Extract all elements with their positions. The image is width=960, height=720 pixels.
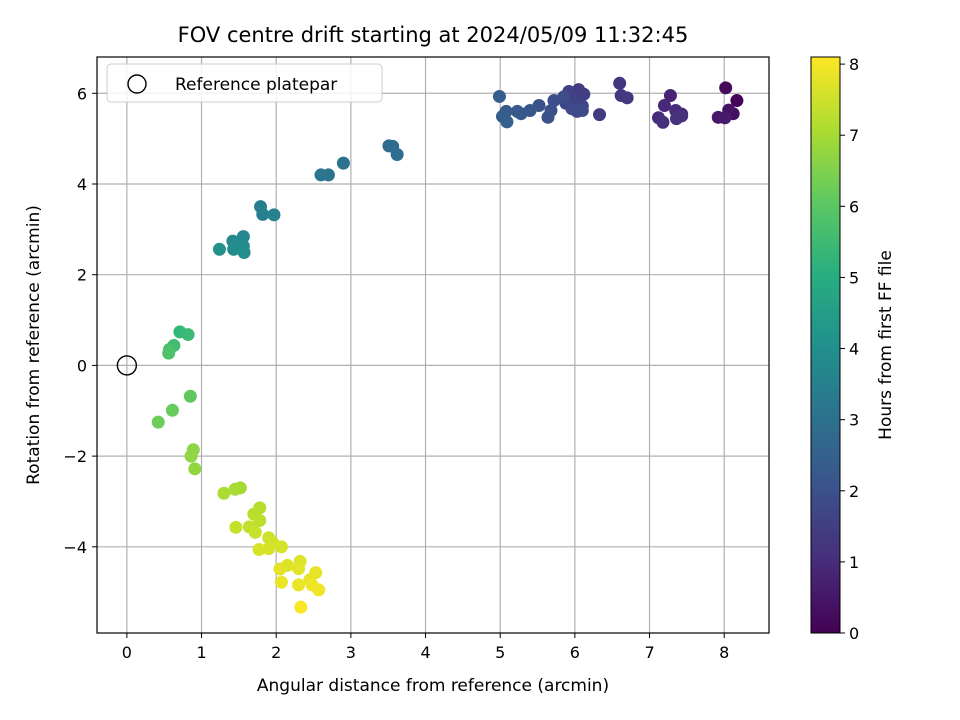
data-point bbox=[212, 242, 226, 256]
reference-marker bbox=[116, 355, 138, 376]
data-point bbox=[575, 104, 589, 118]
data-point bbox=[294, 600, 308, 614]
data-point bbox=[165, 403, 179, 417]
data-point bbox=[181, 328, 195, 342]
y-axis-ticks: −4 −2 0 2 4 6 bbox=[63, 84, 97, 557]
y-tick-label: −2 bbox=[63, 447, 87, 466]
data-point bbox=[663, 89, 677, 103]
colorbar-label: Hours from first FF file bbox=[876, 250, 896, 440]
x-tick-label: 6 bbox=[570, 643, 580, 662]
y-tick-label: 6 bbox=[77, 84, 87, 103]
data-point bbox=[577, 87, 591, 101]
data-point bbox=[253, 514, 267, 528]
data-point bbox=[183, 389, 197, 403]
data-point bbox=[273, 562, 287, 576]
x-tick-label: 5 bbox=[495, 643, 505, 662]
data-point bbox=[312, 583, 326, 597]
data-point bbox=[492, 89, 506, 103]
x-tick-label: 8 bbox=[719, 643, 729, 662]
data-point bbox=[541, 110, 555, 124]
plot-frame bbox=[96, 56, 770, 634]
colorbar-tick-label: 6 bbox=[849, 197, 859, 216]
grid-lines bbox=[97, 57, 769, 633]
y-tick-label: 0 bbox=[77, 356, 87, 375]
y-axis-label: Rotation from reference (arcmin) bbox=[24, 205, 44, 485]
data-point bbox=[292, 578, 306, 592]
y-tick-label: 4 bbox=[77, 175, 87, 194]
data-point bbox=[274, 575, 288, 589]
data-point bbox=[162, 346, 176, 360]
data-point bbox=[229, 520, 243, 534]
colorbar-tick-label: 8 bbox=[849, 55, 859, 74]
legend: Reference platepar bbox=[106, 63, 383, 103]
data-points bbox=[151, 76, 744, 614]
x-tick-label: 0 bbox=[122, 643, 132, 662]
x-tick-label: 4 bbox=[420, 643, 430, 662]
colorbar-tick-label: 2 bbox=[849, 482, 859, 501]
data-point bbox=[292, 562, 306, 576]
colorbar-tick-label: 5 bbox=[849, 268, 859, 287]
x-tick-label: 3 bbox=[346, 643, 356, 662]
data-point bbox=[718, 111, 732, 125]
data-point bbox=[510, 104, 524, 118]
x-tick-label: 1 bbox=[196, 643, 206, 662]
data-point bbox=[657, 99, 671, 113]
colorbar-tick-label: 7 bbox=[849, 126, 859, 145]
colorbar-gradient bbox=[811, 57, 840, 633]
colorbar: 0 1 2 3 4 5 6 7 8 Hours from first FF file bbox=[810, 55, 896, 643]
x-tick-label: 7 bbox=[644, 643, 654, 662]
data-point bbox=[252, 543, 266, 557]
data-point bbox=[500, 115, 514, 129]
colorbar-frame bbox=[810, 56, 841, 634]
data-point bbox=[227, 242, 241, 256]
x-axis-ticks: 0 1 2 3 4 5 6 7 8 bbox=[122, 633, 729, 662]
data-point bbox=[256, 207, 270, 221]
data-point bbox=[262, 542, 276, 556]
data-point bbox=[188, 462, 202, 476]
colorbar-tick-label: 3 bbox=[849, 411, 859, 430]
data-point bbox=[248, 525, 262, 539]
data-point bbox=[656, 115, 670, 129]
data-point bbox=[217, 486, 231, 500]
data-point bbox=[336, 156, 350, 170]
data-point bbox=[151, 415, 165, 429]
data-point bbox=[184, 449, 198, 463]
data-point bbox=[228, 482, 242, 496]
chart-title: FOV centre drift starting at 2024/05/09 … bbox=[178, 23, 689, 47]
data-point bbox=[565, 102, 579, 116]
data-point bbox=[547, 94, 561, 108]
legend-box bbox=[106, 63, 383, 103]
x-tick-label: 2 bbox=[271, 643, 281, 662]
data-point bbox=[267, 208, 281, 222]
data-point bbox=[390, 148, 404, 162]
data-point bbox=[669, 112, 683, 126]
data-point bbox=[613, 76, 627, 90]
data-point bbox=[593, 108, 607, 122]
y-tick-label: 2 bbox=[77, 266, 87, 285]
y-tick-label: −4 bbox=[63, 538, 87, 557]
colorbar-tick-label: 0 bbox=[849, 624, 859, 643]
legend-marker bbox=[127, 74, 147, 94]
legend-label: Reference platepar bbox=[175, 75, 337, 95]
data-point bbox=[719, 81, 733, 95]
colorbar-tick-label: 4 bbox=[849, 340, 859, 359]
colorbar-tick-label: 1 bbox=[849, 553, 859, 572]
data-point bbox=[314, 168, 328, 182]
colorbar-ticks: 0 1 2 3 4 5 6 7 8 bbox=[840, 55, 859, 643]
data-point bbox=[730, 94, 744, 108]
data-point bbox=[620, 91, 634, 105]
data-point bbox=[237, 245, 251, 259]
data-point bbox=[274, 540, 288, 554]
x-axis-label: Angular distance from reference (arcmin) bbox=[257, 676, 609, 696]
